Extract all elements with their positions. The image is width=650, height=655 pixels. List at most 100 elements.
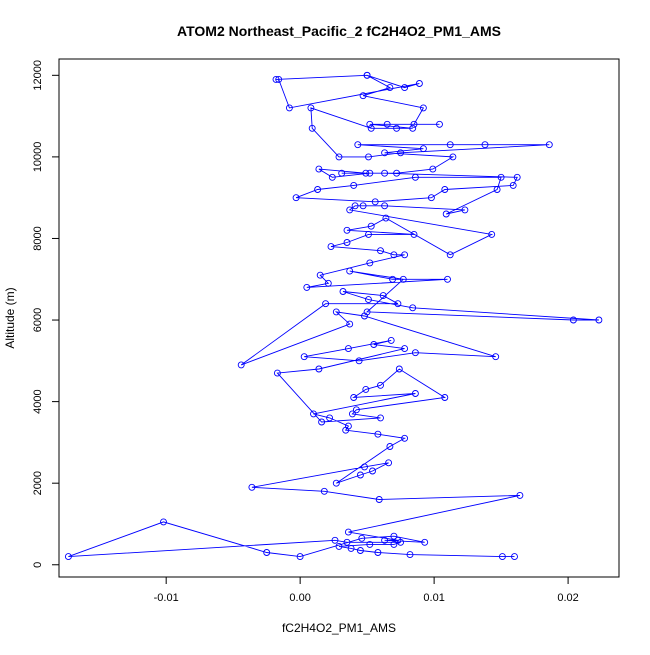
data-point [449, 153, 457, 161]
data-point [328, 173, 336, 181]
chart-title: ATOM2 Northeast_Pacific_2 fC2H4O2_PM1_AM… [177, 23, 501, 39]
data-point [351, 202, 359, 210]
data-point [429, 165, 437, 173]
data-point [343, 538, 351, 546]
data-point [390, 540, 398, 548]
data-point [488, 230, 496, 238]
data-point [285, 104, 293, 112]
data-point [363, 308, 371, 316]
data-point [369, 467, 376, 475]
data-point [356, 471, 364, 479]
data-point [248, 483, 256, 491]
data-point [361, 463, 368, 471]
data-point [406, 551, 414, 559]
data-point [335, 153, 343, 161]
data-point [374, 430, 382, 438]
data-point [300, 353, 308, 361]
data-point [339, 288, 347, 295]
data-point [385, 459, 393, 467]
data-point [350, 394, 358, 401]
data-point [370, 341, 378, 348]
data-point [355, 357, 363, 365]
data-point [411, 173, 419, 181]
data-point [307, 104, 315, 112]
data-point [386, 443, 394, 450]
data-point [324, 279, 332, 287]
data-point [272, 75, 280, 83]
data-point [344, 528, 352, 536]
data-point [377, 381, 384, 389]
data-point [390, 532, 398, 540]
data-point [315, 165, 323, 173]
data-point [377, 247, 384, 255]
data-point [343, 226, 351, 234]
data-point [326, 414, 334, 422]
data-point [497, 173, 505, 181]
data-point [363, 71, 371, 79]
data-point [419, 104, 427, 112]
x-tick-label: -0.01 [154, 592, 179, 604]
data-point [356, 547, 364, 554]
data-point [365, 153, 372, 161]
data-point [411, 349, 419, 357]
y-axis-label: Altitude (m) [3, 287, 17, 348]
data-point [387, 336, 395, 344]
data-point [394, 300, 402, 308]
data-point [513, 173, 521, 181]
data-point [381, 202, 389, 210]
data-point [367, 222, 375, 230]
y-tick-label: 0 [32, 562, 44, 568]
x-axis: -0.01 0.00 0.01 0.02 [154, 576, 579, 604]
data-point [365, 296, 372, 304]
data-point [394, 536, 402, 544]
y-tick-label: 4000 [32, 389, 44, 413]
data-point [350, 181, 358, 189]
data-point [308, 124, 316, 132]
y-axis: 0 2000 4000 6000 8000 10000 12000 [32, 60, 60, 568]
data-point [331, 536, 339, 544]
data-point [359, 202, 367, 210]
data-point [303, 283, 311, 291]
data-point [377, 414, 384, 422]
data-point [461, 206, 469, 214]
data-point [352, 406, 360, 414]
data-point [442, 210, 450, 218]
data-point [410, 230, 418, 238]
data-point [516, 491, 524, 499]
data-point [296, 553, 304, 561]
y-tick-label: 10000 [32, 142, 44, 173]
data-point [310, 410, 317, 418]
data-point [511, 553, 518, 561]
data-point [374, 549, 382, 556]
data-point [409, 124, 417, 132]
data-point [381, 149, 389, 157]
y-tick-label: 6000 [32, 308, 44, 332]
data-point [64, 553, 72, 561]
data-point [358, 534, 366, 542]
data-point [359, 92, 367, 100]
data-point [318, 418, 326, 426]
data-point [595, 316, 603, 324]
data-point [401, 84, 409, 92]
data-point [338, 169, 346, 177]
data-point [362, 385, 370, 393]
data-point [421, 538, 429, 546]
data-point [346, 206, 354, 214]
data-point [379, 292, 387, 300]
x-axis-label: fC2H4O2_PM1_AMS [282, 621, 396, 635]
data-point [335, 542, 343, 550]
data-point [344, 422, 352, 430]
y-tick-label: 8000 [32, 226, 44, 250]
data-point [401, 251, 409, 259]
data-point [410, 120, 418, 128]
data-point [397, 149, 405, 157]
data-point [399, 275, 407, 283]
data-point [327, 243, 335, 251]
data-point [348, 410, 356, 418]
data-point [383, 120, 391, 128]
data-point [332, 308, 340, 316]
y-tick-label: 12000 [32, 60, 44, 91]
x-tick-label: 0.00 [289, 592, 310, 604]
data-point [343, 239, 351, 246]
